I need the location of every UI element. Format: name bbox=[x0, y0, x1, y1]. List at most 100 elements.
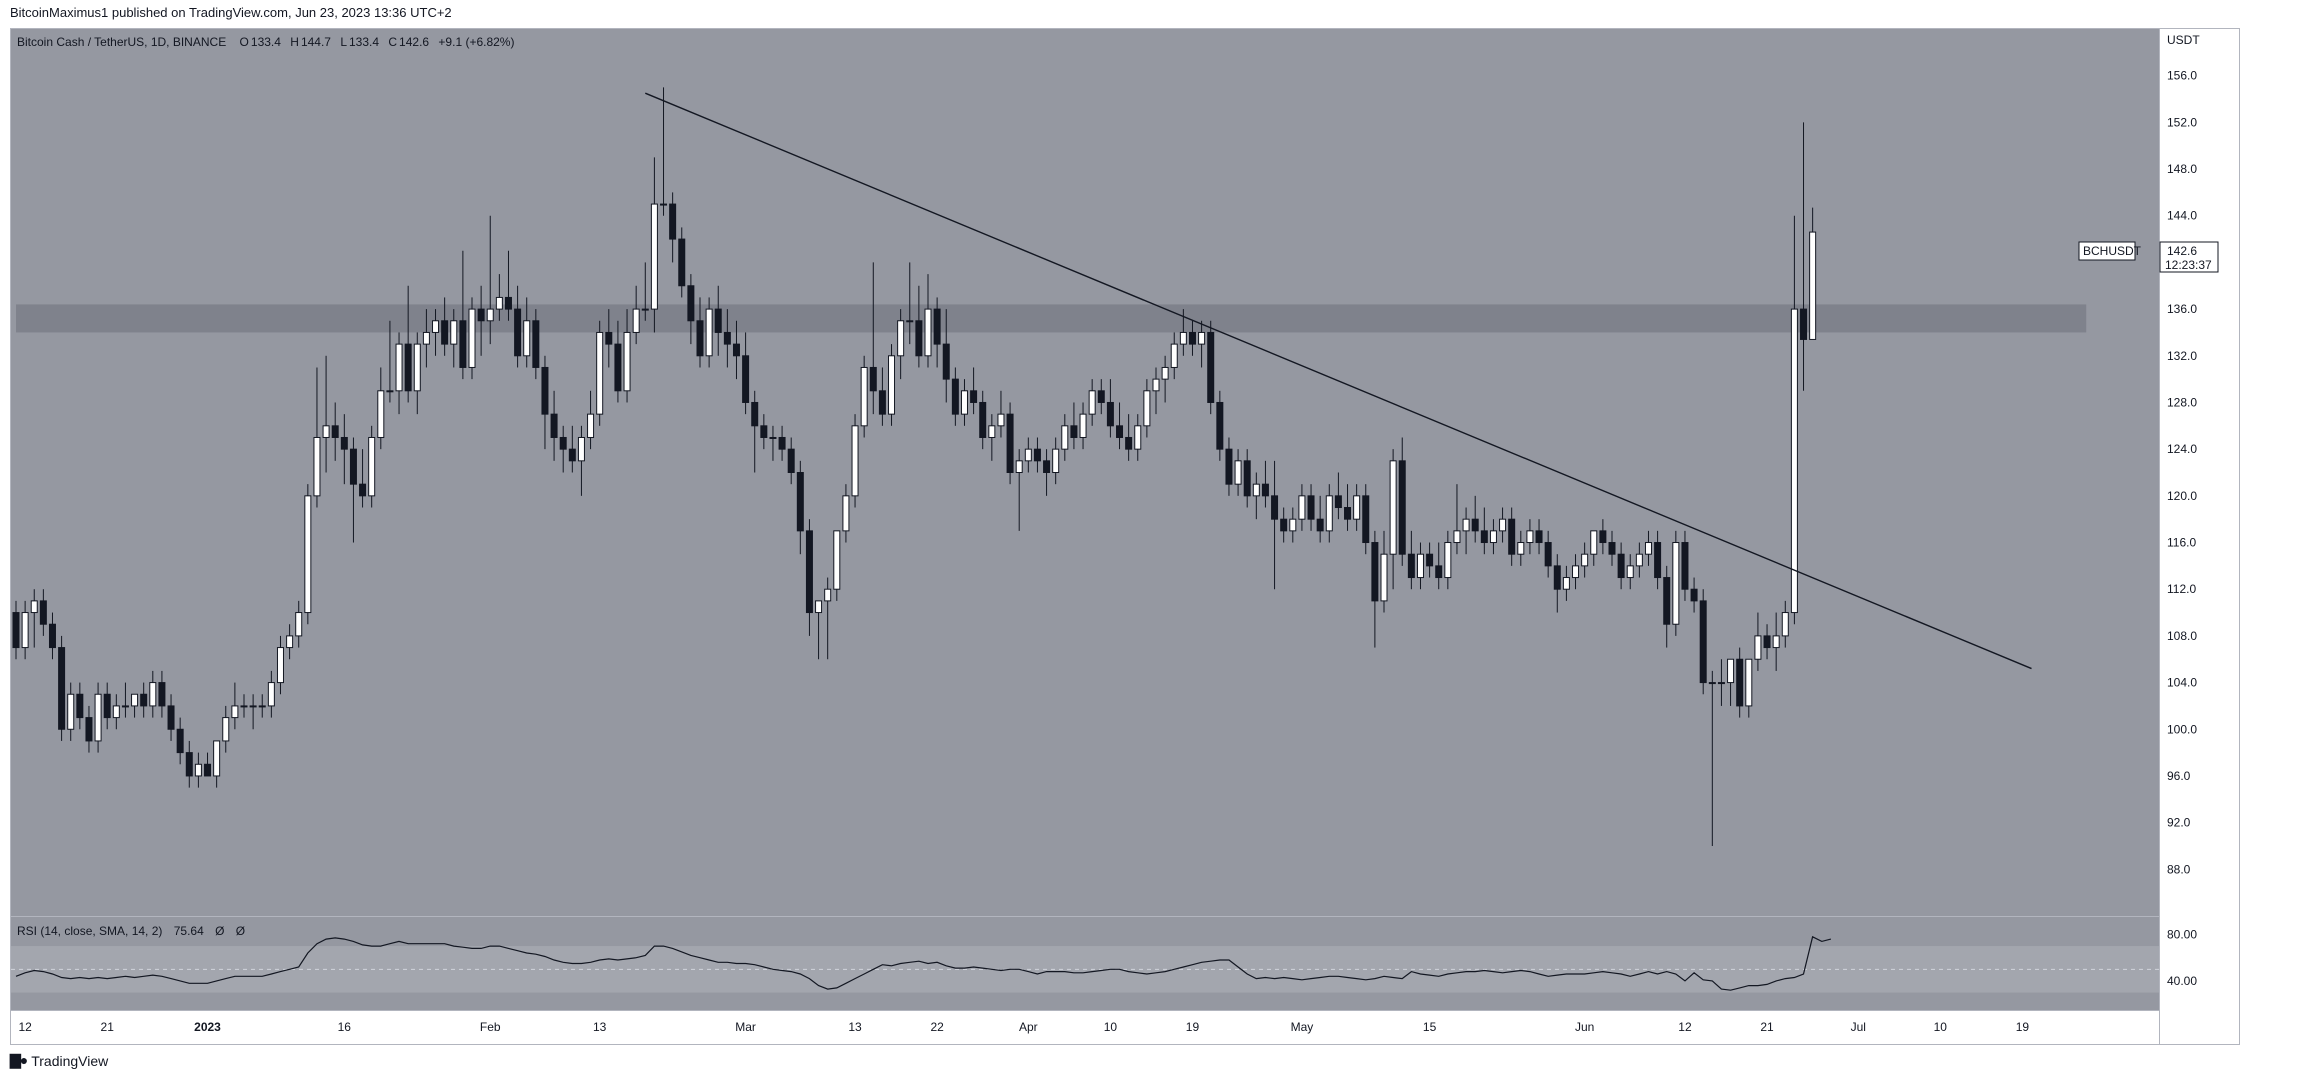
time-tick-label: 19 bbox=[2016, 1020, 2030, 1034]
candle-body bbox=[796, 472, 804, 532]
candle-body bbox=[1462, 518, 1470, 532]
candle-body bbox=[422, 331, 430, 345]
candle-body bbox=[1134, 425, 1142, 450]
candle-body bbox=[970, 390, 978, 403]
candle bbox=[30, 589, 38, 648]
candle-body bbox=[577, 436, 585, 462]
candle bbox=[669, 192, 677, 263]
price-axis-background[interactable] bbox=[2159, 29, 2239, 1044]
symbol-tag: BCHUSDT bbox=[2083, 244, 2142, 258]
time-tick-label: Apr bbox=[1019, 1020, 1038, 1034]
candle bbox=[121, 682, 129, 718]
candle bbox=[1699, 589, 1707, 695]
candle-body bbox=[514, 308, 522, 357]
candle bbox=[1271, 460, 1279, 590]
symbol-tag-box bbox=[2078, 241, 2136, 261]
rsi-line bbox=[15, 935, 1832, 991]
candle bbox=[596, 320, 604, 426]
candle-body bbox=[650, 203, 658, 310]
candle bbox=[176, 717, 184, 765]
candle bbox=[924, 274, 932, 368]
candle-body bbox=[1097, 390, 1105, 403]
price-tick-label: 112.0 bbox=[2167, 582, 2196, 596]
candle-body bbox=[1106, 401, 1114, 427]
candle-body bbox=[1681, 542, 1689, 590]
candle bbox=[1772, 612, 1780, 671]
candle bbox=[778, 425, 786, 461]
candle bbox=[660, 87, 668, 216]
candle bbox=[842, 484, 850, 543]
chart-legend[interactable]: Bitcoin Cash / TetherUS, 1D, BINANCE O 13… bbox=[17, 35, 514, 49]
time-tick-label: Mar bbox=[735, 1020, 756, 1034]
candle-body bbox=[897, 320, 905, 357]
candle bbox=[796, 460, 804, 555]
candle-body bbox=[149, 682, 157, 707]
candle-body bbox=[386, 390, 394, 393]
candle-body bbox=[1562, 577, 1570, 590]
candle bbox=[1471, 495, 1479, 543]
time-axis-background[interactable] bbox=[11, 1011, 2159, 1044]
candle bbox=[359, 449, 367, 508]
candle-body bbox=[112, 705, 120, 719]
candle-body bbox=[286, 635, 294, 649]
candle-body bbox=[1079, 413, 1087, 438]
candle-body bbox=[103, 693, 111, 719]
rsi-tick-label: 40.00 bbox=[2167, 974, 2197, 988]
candle bbox=[933, 297, 941, 368]
tradingview-logo[interactable]: ▇● TradingView bbox=[10, 1052, 108, 1069]
candle bbox=[231, 682, 239, 730]
chart-svg[interactable]: USDT 156.0152.0148.0144.0140.0136.0132.0… bbox=[11, 29, 2239, 1044]
time-tick-label: 15 bbox=[1423, 1020, 1437, 1034]
candle bbox=[340, 414, 348, 485]
candle bbox=[349, 437, 357, 543]
candle bbox=[623, 309, 631, 403]
candle bbox=[906, 262, 914, 345]
candle-body bbox=[1754, 635, 1762, 660]
candle-body bbox=[714, 308, 722, 333]
candle-body bbox=[1198, 331, 1206, 345]
candle bbox=[495, 274, 503, 321]
candle bbox=[577, 425, 585, 496]
candle-body bbox=[30, 600, 38, 614]
candle bbox=[1307, 484, 1315, 531]
candle bbox=[1435, 542, 1443, 590]
candle bbox=[1024, 437, 1032, 473]
candle bbox=[249, 694, 257, 730]
candle-body bbox=[805, 530, 813, 614]
candle bbox=[240, 694, 248, 718]
candle-body bbox=[276, 647, 284, 684]
candle-body bbox=[1170, 343, 1178, 368]
candle-body bbox=[632, 308, 640, 333]
candle-body bbox=[21, 612, 29, 649]
candle-body bbox=[815, 600, 823, 614]
candle bbox=[295, 600, 303, 648]
candle-body bbox=[1717, 682, 1725, 685]
candle-body bbox=[404, 343, 412, 392]
candle bbox=[1517, 530, 1525, 566]
candle bbox=[1362, 484, 1370, 555]
candle bbox=[997, 390, 1005, 438]
candle bbox=[751, 390, 759, 473]
candle-body bbox=[933, 308, 941, 345]
candle bbox=[1462, 507, 1470, 555]
candle-body bbox=[1608, 542, 1616, 555]
candle-body bbox=[1809, 231, 1817, 340]
candle bbox=[386, 320, 394, 403]
candle bbox=[1407, 530, 1415, 590]
price-tick-label: 108.0 bbox=[2167, 629, 2197, 643]
candle-body bbox=[1772, 635, 1780, 649]
candle-body bbox=[249, 705, 257, 708]
candle bbox=[1727, 658, 1735, 706]
candle bbox=[331, 402, 339, 461]
ohlc-o-label: O bbox=[240, 35, 249, 49]
candle-body bbox=[1088, 390, 1096, 415]
candle bbox=[1508, 507, 1516, 566]
candle-body bbox=[532, 320, 540, 368]
rsi-legend[interactable]: RSI (14, close, SMA, 14, 2) 75.64 Ø Ø bbox=[17, 924, 245, 938]
candle-body bbox=[1234, 460, 1242, 485]
candle bbox=[1243, 449, 1251, 508]
candle-body bbox=[1572, 565, 1580, 579]
candle bbox=[1079, 402, 1087, 450]
price-tick-label: 104.0 bbox=[2167, 676, 2197, 690]
candle-body bbox=[523, 320, 531, 357]
